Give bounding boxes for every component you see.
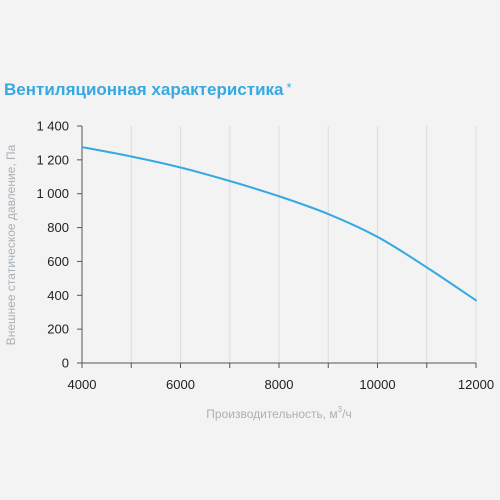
- y-tick-label: 600: [47, 254, 69, 269]
- series: [81, 146, 477, 302]
- x-tick-label: 12000: [458, 377, 494, 392]
- chart-title-text: Вентиляционная характеристика: [4, 80, 284, 99]
- y-tick-label: 1 200: [36, 152, 69, 167]
- y-tick-label: 800: [47, 220, 69, 235]
- x-tick-label: 4000: [68, 377, 97, 392]
- chart-title: Вентиляционная характеристика *: [4, 80, 292, 100]
- x-tick-label: 8000: [265, 377, 294, 392]
- x-tick-label: 6000: [166, 377, 195, 392]
- y-tick-label: 0: [62, 356, 69, 371]
- y-tick-label: 400: [47, 288, 69, 303]
- y-tick-label: 200: [47, 322, 69, 337]
- grid-lines: [130, 126, 477, 363]
- tick-marks: [77, 125, 477, 368]
- y-axis-title: Внешнее статическое давление, Па: [4, 144, 18, 345]
- x-tick-label: 10000: [359, 377, 395, 392]
- chart-title-asterisk: *: [286, 80, 292, 95]
- y-tick-label: 1 000: [36, 186, 69, 201]
- series-line: [81, 146, 477, 302]
- y-tick-label: 1 400: [36, 119, 69, 134]
- x-axis-title: Производительность, м3/ч: [206, 405, 351, 421]
